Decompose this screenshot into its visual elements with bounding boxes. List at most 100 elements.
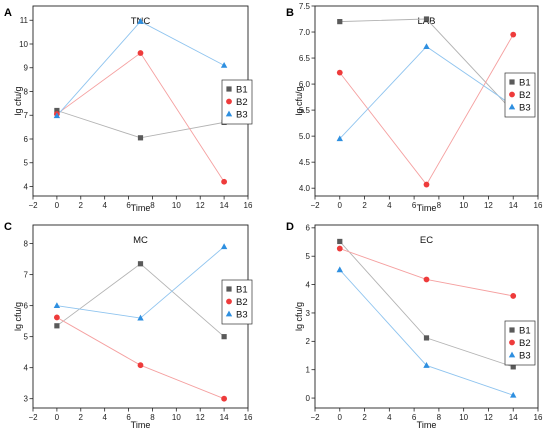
legend-marker-b2	[509, 339, 515, 346]
plot-frame	[314, 224, 539, 409]
y-tick-label: 7	[24, 111, 29, 120]
x-tick-label: 6	[412, 201, 417, 210]
y-tick-label: 9	[24, 64, 29, 73]
data-point-b1	[423, 335, 430, 341]
data-point-b3	[220, 61, 228, 68]
data-point-b3	[137, 314, 144, 321]
legend-label-b2: B2	[519, 338, 531, 349]
x-tick-label: 2	[362, 201, 367, 210]
x-tick-label: 2	[79, 413, 84, 422]
x-tick-label: 0	[338, 201, 343, 210]
data-point-b1	[510, 364, 516, 370]
chart-title: EC	[420, 235, 433, 246]
series-line-b1	[56, 110, 225, 139]
legend-label-b2: B2	[236, 297, 248, 308]
data-point-b3	[423, 362, 430, 368]
x-tick-label: 4	[387, 413, 392, 422]
x-tick-label: 14	[220, 413, 229, 422]
x-tick-label: 16	[244, 201, 253, 210]
legend-label-b3: B3	[519, 350, 531, 361]
data-point-b2	[53, 314, 60, 321]
y-tick-label: 7	[24, 270, 29, 279]
y-tick-label: 4.5	[299, 158, 311, 167]
legend-marker-b3	[225, 310, 233, 317]
y-tick-label: 5	[306, 252, 311, 261]
data-point-b2	[423, 276, 430, 283]
data-point-b1	[221, 334, 227, 340]
legend-marker-b3	[508, 103, 516, 110]
y-axis-label: lg cfu/g	[13, 86, 23, 115]
x-tick-label: 2	[362, 413, 367, 422]
legend-label-b1: B1	[519, 77, 531, 88]
y-tick-label: 3	[24, 394, 29, 403]
y-tick-label: 2	[306, 337, 311, 346]
legend-marker-b3	[225, 110, 233, 117]
x-tick-label: 6	[126, 413, 131, 422]
x-tick-label: 8	[150, 413, 155, 422]
y-tick-label: 1	[306, 365, 311, 374]
y-tick-label: 0	[306, 394, 311, 403]
legend-marker-b1	[226, 286, 232, 292]
legend-label-b2: B2	[519, 90, 531, 101]
plot-frame	[32, 5, 249, 197]
x-tick-label: 10	[459, 201, 468, 210]
data-point-b3	[220, 243, 228, 250]
legend-label-b1: B1	[236, 284, 248, 295]
data-point-b2	[510, 293, 517, 299]
data-point-b3	[423, 43, 430, 50]
x-tick-label: 4	[102, 413, 107, 422]
x-tick-label: −2	[28, 413, 38, 422]
y-tick-label: 11	[20, 16, 29, 25]
x-tick-label: 4	[387, 201, 392, 210]
series-line-b1	[339, 18, 514, 112]
x-tick-label: 4	[102, 201, 107, 210]
y-tick-label: 4	[24, 363, 29, 372]
y-tick-label: 5	[24, 159, 29, 168]
plot-frame	[314, 5, 539, 197]
y-tick-label: 6	[24, 135, 29, 144]
y-tick-label: 5.5	[299, 106, 311, 115]
x-tick-label: 8	[150, 201, 155, 210]
panel-label: D	[286, 221, 294, 233]
y-axis-label: lg cfu/g	[294, 86, 304, 115]
y-tick-label: 8	[24, 239, 29, 248]
legend-marker-b1	[509, 79, 515, 85]
legend-label-b3: B3	[236, 109, 248, 120]
x-tick-label: 14	[509, 413, 518, 422]
panel-label: A	[4, 7, 12, 19]
data-point-b2	[423, 181, 430, 188]
series-line-b2	[56, 52, 225, 182]
data-point-b3	[336, 135, 343, 142]
x-tick-label: 12	[484, 201, 493, 210]
y-tick-label: 6	[306, 224, 311, 233]
legend-marker-b2	[509, 91, 515, 98]
x-tick-label: 10	[172, 201, 181, 210]
legend-marker-b2	[226, 98, 232, 105]
x-tick-label: 14	[509, 201, 518, 210]
series-line-b3	[339, 269, 514, 396]
data-point-b3	[53, 112, 61, 119]
x-axis-label: Time	[417, 203, 437, 213]
data-point-b1	[337, 238, 343, 245]
x-tick-label: 12	[484, 413, 493, 422]
y-tick-label: 7.5	[299, 2, 311, 11]
x-tick-label: 12	[196, 201, 205, 210]
x-tick-label: −2	[310, 413, 320, 422]
data-point-b3	[137, 18, 144, 24]
data-point-b2	[137, 50, 144, 56]
x-tick-label: 6	[126, 201, 131, 210]
data-point-b2	[336, 69, 343, 76]
legend-marker-b1	[509, 327, 515, 333]
x-tick-label: −2	[310, 201, 320, 210]
x-tick-label: 16	[534, 201, 543, 210]
panel-label: C	[4, 221, 12, 233]
y-tick-label: 6	[24, 301, 29, 310]
x-tick-label: 8	[437, 413, 442, 422]
y-tick-label: 10	[19, 40, 28, 49]
